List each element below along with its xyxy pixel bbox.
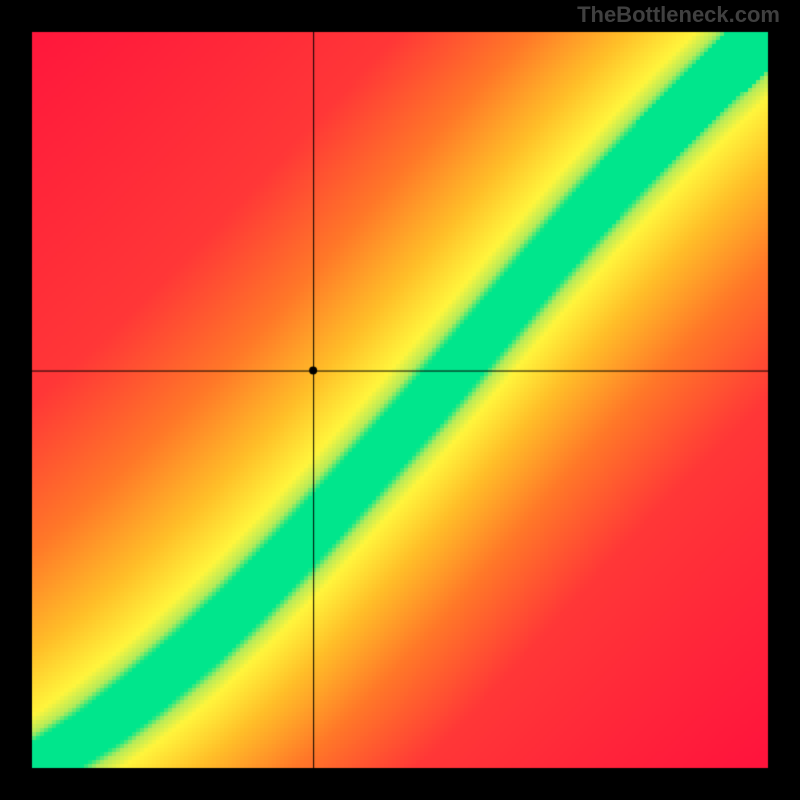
bottleneck-heatmap [0,0,800,800]
chart-container: TheBottleneck.com [0,0,800,800]
watermark-text: TheBottleneck.com [577,2,780,28]
